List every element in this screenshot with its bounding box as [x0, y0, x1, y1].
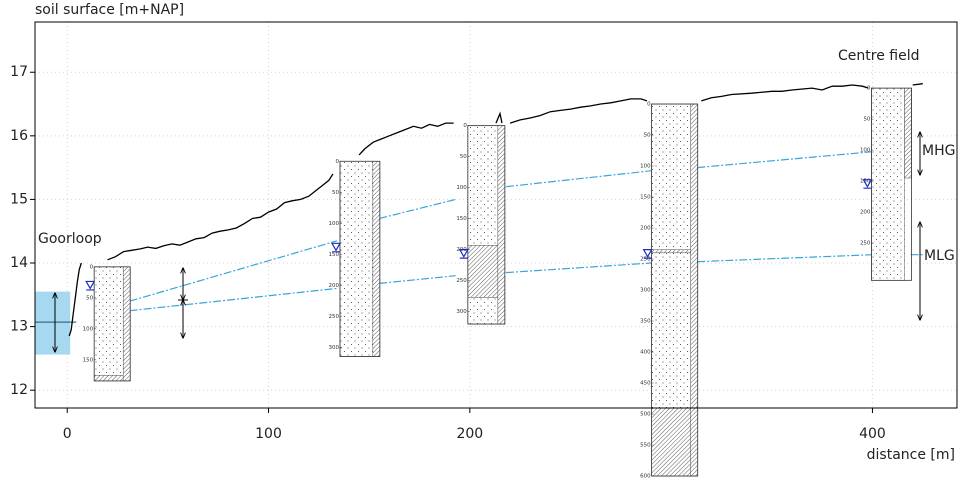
soil-profile: 0 50 100 150 200 250 300 350 400 450 500 550 600 — [640, 102, 699, 480]
series-label: MHG — [922, 143, 955, 159]
plot-layer: 0 50 100 150 0 50 100 150 200 250 300 0 50 100 150 200 2… — [35, 83, 923, 480]
annotation: Goorloop — [38, 231, 102, 247]
soil-strip — [904, 87, 912, 179]
series-label: MLG — [924, 248, 955, 264]
soil-layer — [651, 249, 691, 254]
depth-label: 100 — [456, 185, 467, 191]
profile-outline — [871, 87, 912, 281]
depth-label: 50 — [644, 133, 651, 139]
depth-label: 200 — [640, 226, 651, 232]
depth-label: 300 — [328, 345, 339, 351]
soil-profile: 0 50 100 150 — [83, 264, 131, 382]
soil-layer — [871, 87, 905, 281]
profile-outline — [93, 266, 131, 382]
x-tick-label: 0 — [63, 426, 72, 442]
depth-label: 100 — [83, 326, 94, 332]
depth-label: 150 — [456, 216, 467, 222]
profile-outline — [467, 125, 506, 325]
depth-label: 300 — [456, 309, 467, 315]
depth-label: 550 — [640, 443, 651, 449]
soil-profile: 0 50 100 150 200 250 — [860, 86, 912, 281]
x-tick-label: 100 — [255, 426, 282, 442]
x-axis-title: distance [m] — [867, 447, 955, 463]
soil-surface — [68, 83, 923, 337]
soil-layer — [93, 266, 124, 376]
depth-label: 150 — [328, 252, 339, 258]
depth-label: 250 — [456, 278, 467, 284]
depth-label: 100 — [328, 221, 339, 227]
soil-layer — [651, 252, 691, 409]
soil-layer — [93, 375, 124, 382]
depth-label: 300 — [640, 288, 651, 294]
depth-label: 400 — [640, 350, 651, 356]
soil-layer — [467, 245, 499, 298]
depth-label: 100 — [860, 148, 871, 154]
ditch-water — [35, 291, 71, 355]
y-tick-label: 15 — [10, 191, 28, 207]
depth-label: 200 — [328, 283, 339, 289]
soil-layer — [339, 161, 374, 357]
y-tick-label: 13 — [10, 319, 28, 335]
depth-label: 50 — [332, 190, 339, 196]
depth-label: 200 — [860, 210, 871, 216]
y-tick-label: 16 — [10, 128, 28, 144]
depth-label: 0 — [90, 264, 94, 270]
soil-profile: 0 50 100 150 200 250 300 — [328, 159, 381, 357]
soil-layer — [651, 407, 691, 477]
annotation: Centre field — [838, 48, 919, 64]
water-level-marker — [85, 280, 96, 291]
soil-strip — [690, 103, 698, 477]
depth-label: 0 — [463, 123, 467, 129]
groundwater-line — [129, 254, 923, 312]
depth-label: 150 — [640, 195, 651, 201]
x-tick-label: 200 — [456, 426, 483, 442]
soil-strip — [497, 125, 506, 325]
y-tick-label: 17 — [10, 64, 28, 80]
depth-label: 250 — [860, 241, 871, 247]
depth-label: 250 — [640, 257, 651, 263]
profile-outline — [339, 160, 381, 357]
water-level-marker — [642, 249, 653, 259]
depth-label: 500 — [640, 412, 651, 418]
soil-layer — [467, 125, 499, 246]
soil-layer — [467, 297, 499, 325]
depth-label: 350 — [640, 319, 651, 325]
water-level-marker — [862, 179, 873, 189]
water-level-marker — [458, 249, 469, 259]
depth-label: 0 — [867, 86, 871, 92]
x-tick-label: 400 — [859, 426, 886, 442]
depth-label: 150 — [860, 179, 871, 185]
depth-label: 0 — [335, 159, 339, 165]
depth-label: 50 — [86, 295, 93, 301]
y-tick-label: 14 — [10, 255, 28, 271]
soil-strip — [122, 266, 131, 382]
soil-layer — [651, 103, 691, 250]
groundwater-line — [129, 151, 873, 302]
water-level-marker — [330, 242, 342, 253]
depth-label: 50 — [863, 117, 870, 123]
depth-label: 0 — [647, 102, 651, 108]
depth-label: 600 — [640, 474, 651, 480]
y-axis-title: soil surface [m+NAP] — [35, 2, 184, 18]
depth-label: 450 — [640, 381, 651, 387]
depth-label: 50 — [460, 154, 467, 160]
plot-frame — [34, 21, 958, 409]
soil-strip — [372, 161, 381, 357]
depth-label: 150 — [83, 357, 94, 363]
depth-label: 250 — [328, 314, 339, 320]
y-tick-label: 12 — [10, 382, 28, 398]
depth-label: 100 — [640, 164, 651, 170]
